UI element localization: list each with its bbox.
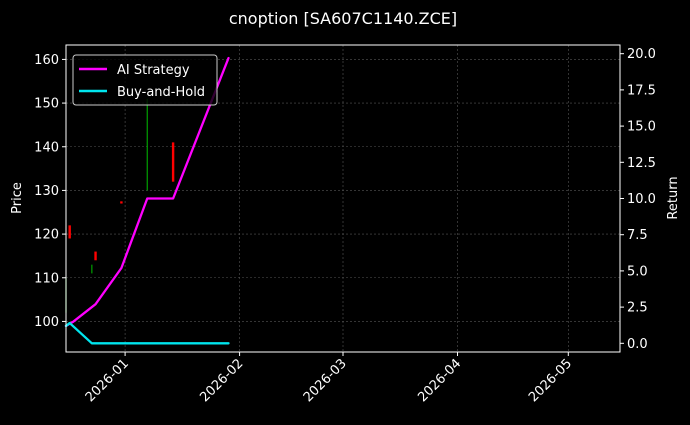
legend-frame: [72, 54, 218, 106]
candle-down: [94, 251, 97, 261]
ai-strategy-line: [64, 56, 230, 328]
y-axis-label-left: Price: [10, 182, 25, 214]
candle-down: [68, 225, 71, 239]
y-axis-label-right: Return: [666, 176, 681, 219]
y-left-tick-label: 130: [34, 184, 59, 199]
y-left-tick-label: 120: [34, 228, 59, 243]
chart-title: cnoption [SA607C1140.ZCE]: [229, 9, 457, 28]
y-left-tick-label: 140: [34, 140, 59, 155]
buy-and-hold-line: [64, 321, 230, 345]
y-left-tick-label: 110: [34, 271, 59, 286]
candle-up: [146, 98, 148, 191]
y-left-tick-label: 150: [34, 97, 59, 112]
y-right-tick-label: 7.5: [627, 228, 648, 243]
y-right-tick-label: 17.5: [627, 83, 656, 98]
y-right-tick-label: 5.0: [627, 264, 648, 279]
legend-label-ai-strategy: AI Strategy: [117, 63, 190, 78]
candle-down: [120, 201, 123, 204]
y-right-tick-label: 20.0: [627, 47, 656, 62]
candle-up: [91, 264, 93, 274]
candle-down: [171, 142, 175, 182]
y-right-tick-label: 12.5: [627, 156, 656, 171]
line-layer: [64, 56, 230, 345]
legend: AI Strategy Buy-and-Hold: [72, 54, 218, 106]
y-right-tick-label: 15.0: [627, 120, 656, 135]
legend-label-buy-and-hold: Buy-and-Hold: [117, 85, 205, 100]
y-right-tick-label: 2.5: [627, 301, 648, 316]
y-right-tick-label: 10.0: [627, 192, 656, 207]
y-left-tick-label: 100: [34, 315, 59, 330]
y-right-tick-label: 0.0: [627, 337, 648, 352]
y-left-tick-label: 160: [34, 53, 59, 68]
